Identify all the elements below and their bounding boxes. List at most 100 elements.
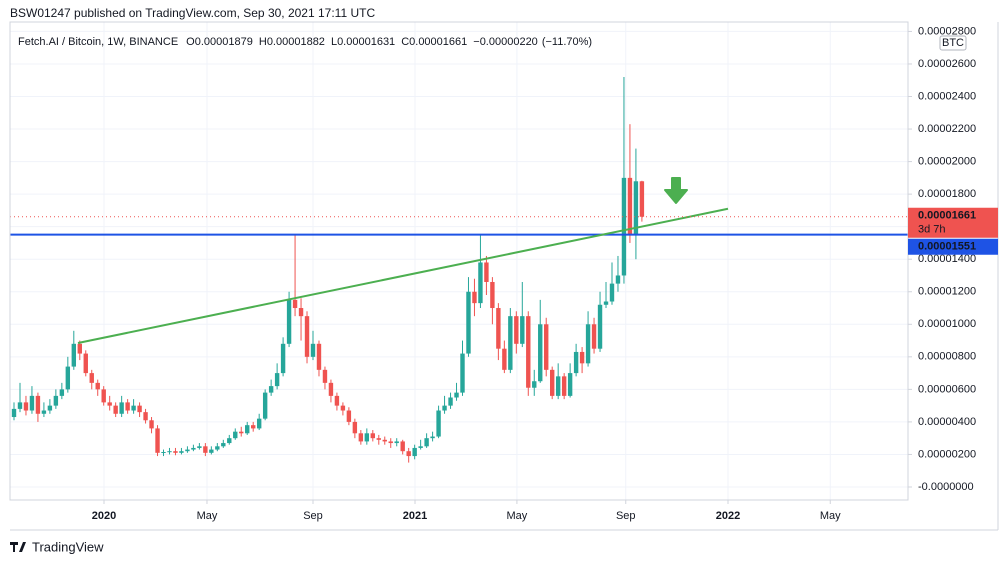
candle-body	[579, 351, 585, 364]
currency-box	[939, 35, 967, 51]
candle-body	[532, 381, 537, 388]
y-tick-label: 0.00001000	[918, 318, 976, 330]
candle-body	[418, 446, 423, 448]
candle-body	[71, 343, 77, 367]
candle-body	[53, 395, 59, 406]
candle-body	[609, 283, 615, 302]
change-percent: (−11.70%)	[542, 36, 592, 48]
candle-body	[490, 281, 495, 309]
last-price-label: 0.00001661	[918, 210, 976, 222]
candle-body	[11, 408, 17, 418]
brand-name: TradingView	[32, 539, 104, 554]
candle-body	[585, 324, 591, 364]
marks	[10, 76, 908, 463]
y-tick-label: 0.00000200	[918, 448, 976, 460]
candle-body	[215, 446, 220, 450]
candle-body	[502, 348, 507, 370]
candle-body	[310, 343, 316, 357]
y-tick-label: 0.00001400	[918, 253, 976, 265]
candle-body	[627, 177, 633, 235]
candle-body	[340, 405, 346, 411]
candle-body	[496, 308, 501, 349]
y-tick-label: 0.00002400	[918, 90, 976, 102]
ohlc-letter: C	[401, 36, 409, 48]
candle-body	[520, 316, 525, 344]
candle-body	[544, 324, 549, 370]
candle-body	[526, 316, 531, 388]
countdown-label: 3d 7h	[918, 224, 946, 236]
candle-body	[113, 405, 118, 414]
y-tick-label: -0.0000000	[918, 481, 974, 493]
candle-body	[484, 262, 489, 282]
candle-body	[167, 451, 172, 453]
candle-body	[256, 418, 262, 429]
candle-body	[209, 449, 214, 453]
ohlc-value: 0.00001631	[337, 36, 395, 48]
candle-body	[400, 441, 405, 452]
candle-body	[197, 446, 202, 448]
candle-body	[430, 436, 435, 439]
arrow-annotation	[664, 177, 688, 204]
candle-body	[173, 451, 178, 453]
candle-body	[603, 301, 609, 305]
candle-body	[448, 397, 453, 406]
candle-body	[119, 402, 124, 414]
candle-body	[143, 412, 148, 421]
candle-body	[125, 402, 130, 411]
candle-body	[155, 428, 160, 453]
candle-body	[472, 291, 477, 304]
candle-body	[107, 402, 112, 406]
candle-body	[203, 446, 208, 453]
candle-body	[35, 395, 41, 414]
candle-body	[508, 316, 513, 370]
ohlc-value: 0.00001661	[409, 36, 467, 48]
candle-body	[555, 376, 561, 396]
candle-body	[239, 431, 244, 434]
candle-body	[268, 386, 274, 393]
candle-body	[406, 451, 411, 457]
candle-body	[251, 425, 256, 429]
candle-body	[77, 343, 82, 354]
x-tick-label: 2020	[92, 510, 116, 522]
candle-body	[364, 433, 370, 442]
y-tick-label: 0.00000400	[918, 416, 976, 428]
x-tick-label: Sep	[303, 510, 323, 522]
candle-body	[29, 395, 35, 411]
support-price-label: 0.00001551	[918, 241, 976, 253]
y-tick-label: 0.00002600	[918, 58, 976, 70]
candle-body	[394, 441, 399, 444]
candle-body	[591, 324, 597, 349]
candle-body	[47, 405, 53, 411]
candle-body	[370, 433, 375, 439]
candle-body	[59, 389, 65, 396]
candle-body	[227, 438, 232, 444]
y-tick-label: 0.00002200	[918, 123, 976, 135]
candle-body	[316, 343, 322, 370]
candle-body	[460, 353, 465, 393]
candle-body	[23, 402, 29, 411]
candle-body	[137, 405, 142, 413]
candle-body	[286, 299, 292, 344]
candle-body	[233, 431, 238, 439]
candle-body	[328, 382, 334, 396]
candle-body	[549, 369, 555, 396]
change-value: −0.00000220	[473, 36, 538, 48]
x-tick-label: 2021	[403, 510, 427, 522]
y-tick-label: 0.00000600	[918, 383, 976, 395]
ohlc-value: 0.00001882	[267, 36, 325, 48]
x-tick-label: May	[197, 510, 218, 522]
candle-body	[292, 299, 298, 309]
candle-body	[280, 343, 286, 374]
candle-body	[597, 304, 603, 349]
grid	[10, 22, 908, 500]
candle-body	[388, 441, 393, 444]
y-tick-label: 0.00001200	[918, 286, 976, 298]
y-tick-label: 0.00000800	[918, 351, 976, 363]
y-tick-label: 0.00001800	[918, 188, 976, 200]
x-tick-label: Sep	[616, 510, 636, 522]
y-tick-label: 0.00002000	[918, 155, 976, 167]
brand-logo: TradingView	[10, 539, 104, 554]
candle-body	[466, 291, 471, 354]
